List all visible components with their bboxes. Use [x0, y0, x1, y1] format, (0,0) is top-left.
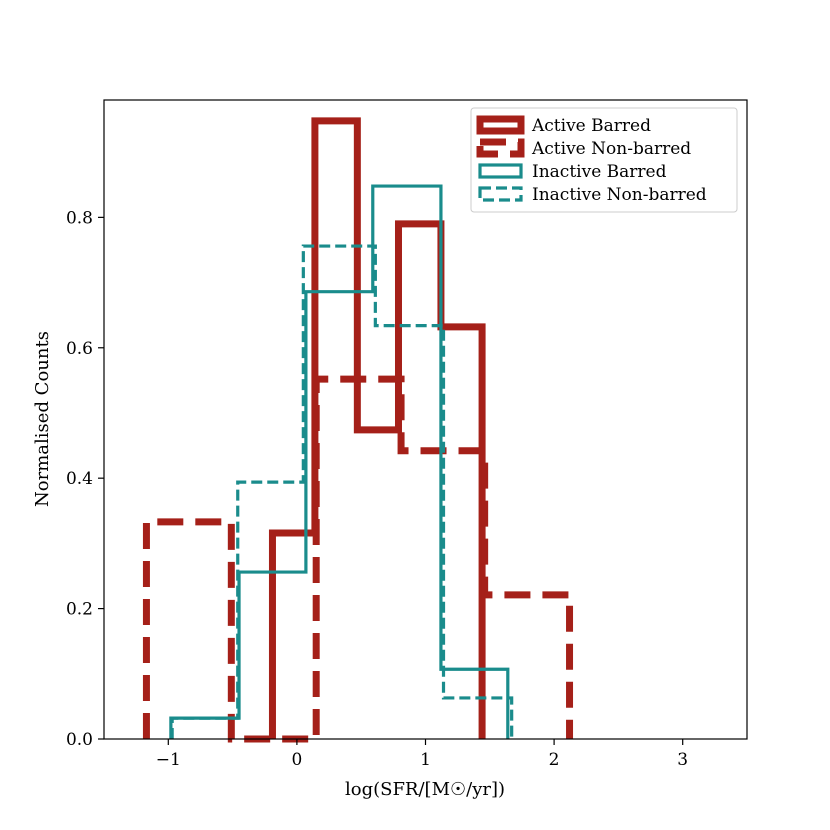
legend-frame	[470, 107, 738, 213]
y-tick-label: 0.6	[66, 339, 93, 359]
legend-swatch-active-non-barred	[476, 138, 525, 158]
legend-label-inactive-non-barred: Inactive Non-barred	[532, 185, 707, 205]
x-tick-label: −1	[156, 750, 181, 770]
legend-swatch-inactive-non-barred	[478, 186, 523, 202]
y-tick-label: 0.4	[66, 469, 93, 489]
series-inactive-non-barred-step	[170, 244, 514, 739]
x-axis-label: log(SFR/[M☉/yr])	[345, 779, 505, 800]
series-layer	[142, 117, 574, 743]
legend-label-active-non-barred: Active Non-barred	[531, 139, 691, 159]
legend-swatch-active-barred	[476, 115, 525, 135]
axes-layer: −1 0 1 2 3 0.0 0.2 0.4 0.6 0.8	[66, 99, 748, 770]
x-tick-label: 1	[420, 750, 431, 770]
series-active-non-barred-step	[142, 375, 574, 743]
y-tick-label: 0.8	[66, 208, 93, 228]
series-inactive-barred-step	[169, 184, 510, 739]
x-tick-label: 2	[549, 750, 560, 770]
x-tick-label: 3	[677, 750, 688, 770]
legend-label-active-barred: Active Barred	[531, 116, 651, 136]
x-tick-label: 0	[291, 750, 302, 770]
legend-label-inactive-barred: Inactive Barred	[532, 162, 667, 182]
legend: Active Barred Active Non-barred Inactive B…	[470, 107, 738, 213]
legend-swatch-inactive-barred	[478, 163, 523, 179]
y-axis-label: Normalised Counts	[32, 331, 53, 507]
y-tick-label: 0.2	[66, 600, 93, 620]
y-tick-label: 0.0	[66, 730, 93, 750]
series-active-barred-step	[268, 117, 486, 739]
